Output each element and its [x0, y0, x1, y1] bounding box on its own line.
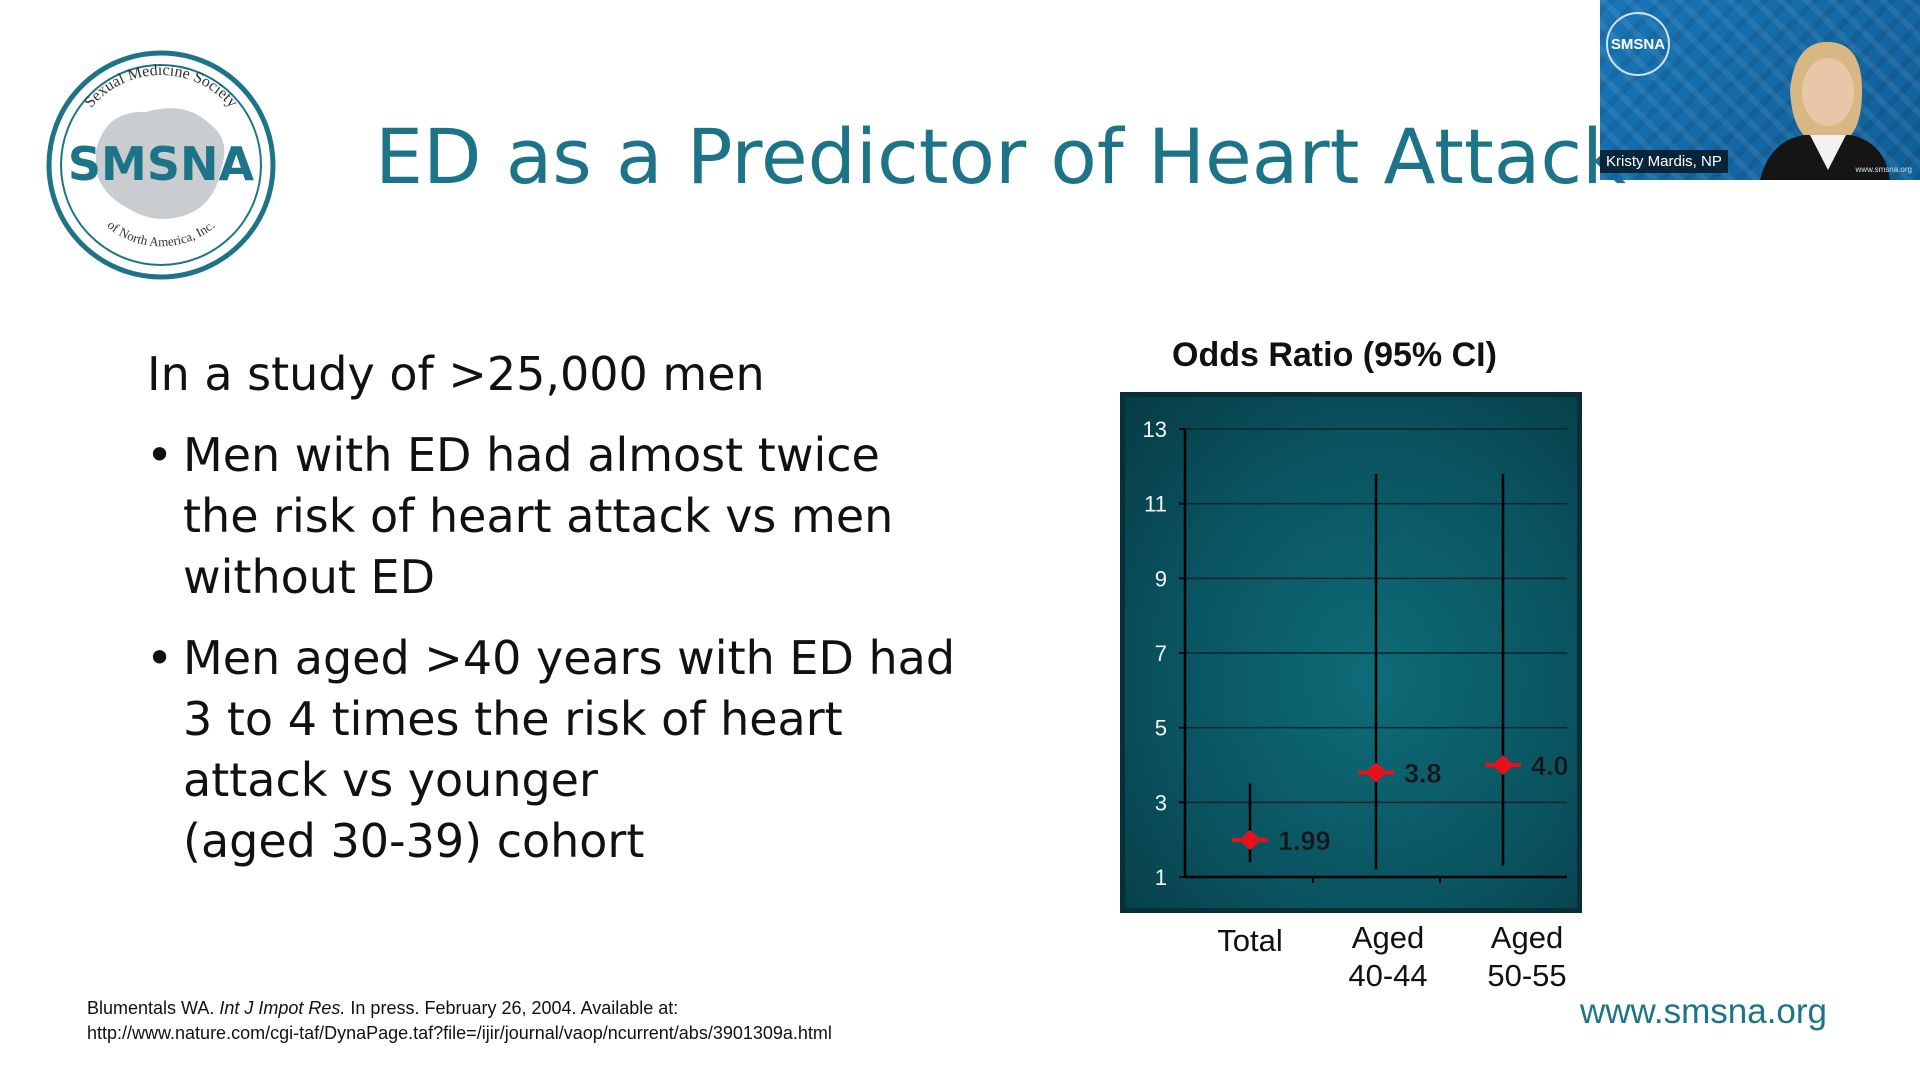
y-tick-label: 7	[1155, 641, 1167, 666]
y-tick-label: 13	[1143, 417, 1167, 442]
x-category-label-line: Total	[1217, 923, 1283, 958]
chart-title: Odds Ratio (95% CI)	[1172, 336, 1497, 374]
value-label: 4.0	[1531, 751, 1569, 781]
value-label: 1.99	[1278, 826, 1331, 856]
video-badge-logo: SMSNA	[1606, 12, 1670, 76]
citation-details: In press. February 26, 2004. Available a…	[345, 998, 679, 1018]
bullet-line: 3 to 4 times the risk of heart	[183, 692, 843, 746]
y-tick-label: 3	[1155, 790, 1167, 815]
bullet-dot: •	[146, 631, 174, 685]
logo-wordmark: SMSNA	[68, 137, 255, 191]
citation-url[interactable]: http://www.nature.com/cgi-taf/DynaPage.t…	[87, 1023, 832, 1043]
participant-name-label: Kristy Mardis, NP	[1600, 150, 1728, 173]
y-tick-label: 1	[1155, 865, 1167, 890]
svg-text:of North America, Inc.: of North America, Inc.	[105, 217, 218, 249]
x-category-label: Total	[1190, 922, 1310, 960]
footer-website-link[interactable]: www.smsna.org	[1580, 992, 1828, 1031]
citation-author: Blumentals WA.	[87, 998, 220, 1018]
bullet-line: without ED	[183, 550, 436, 604]
participant-silhouette	[1760, 41, 1890, 180]
x-category-label-line: 40-44	[1348, 958, 1428, 993]
intro-text: In a study of >25,000 men	[147, 347, 765, 401]
bullet-line: (aged 30-39) cohort	[183, 814, 645, 868]
y-tick-label: 5	[1155, 716, 1167, 741]
x-category-label: Aged 40-44	[1328, 919, 1448, 995]
bullet-line: attack vs younger	[183, 753, 598, 807]
y-tick-label: 9	[1155, 566, 1167, 591]
slide-title: ED as a Predictor of Heart Attack	[375, 112, 1627, 201]
x-category-label-line: Aged	[1351, 920, 1425, 955]
video-watermark: www.smsna.org	[1855, 165, 1912, 174]
bullet-dot: •	[146, 428, 174, 482]
participant-video-tile[interactable]: SMSNA Kristy Mardis, NP www.smsna.org	[1600, 0, 1920, 180]
smsna-logo: Sexual Medicine Society of North America…	[46, 50, 276, 280]
logo-ring-bottom-text: of North America, Inc.	[105, 217, 218, 249]
citation-journal: Int J Impot Res.	[219, 998, 346, 1018]
bullet-line: Men aged >40 years with ED had	[183, 631, 956, 685]
x-category-label-line: Aged	[1490, 920, 1564, 955]
x-category-label: Aged 50-55	[1467, 919, 1587, 995]
value-label: 3.8	[1404, 758, 1442, 788]
x-category-label-line: 50-55	[1487, 958, 1567, 993]
y-tick-label: 11	[1144, 492, 1167, 517]
bullet-line: Men with ED had almost twice	[183, 428, 880, 482]
citation: Blumentals WA. Int J Impot Res. In press…	[87, 996, 832, 1046]
bullet-line: the risk of heart attack vs men	[183, 489, 894, 543]
